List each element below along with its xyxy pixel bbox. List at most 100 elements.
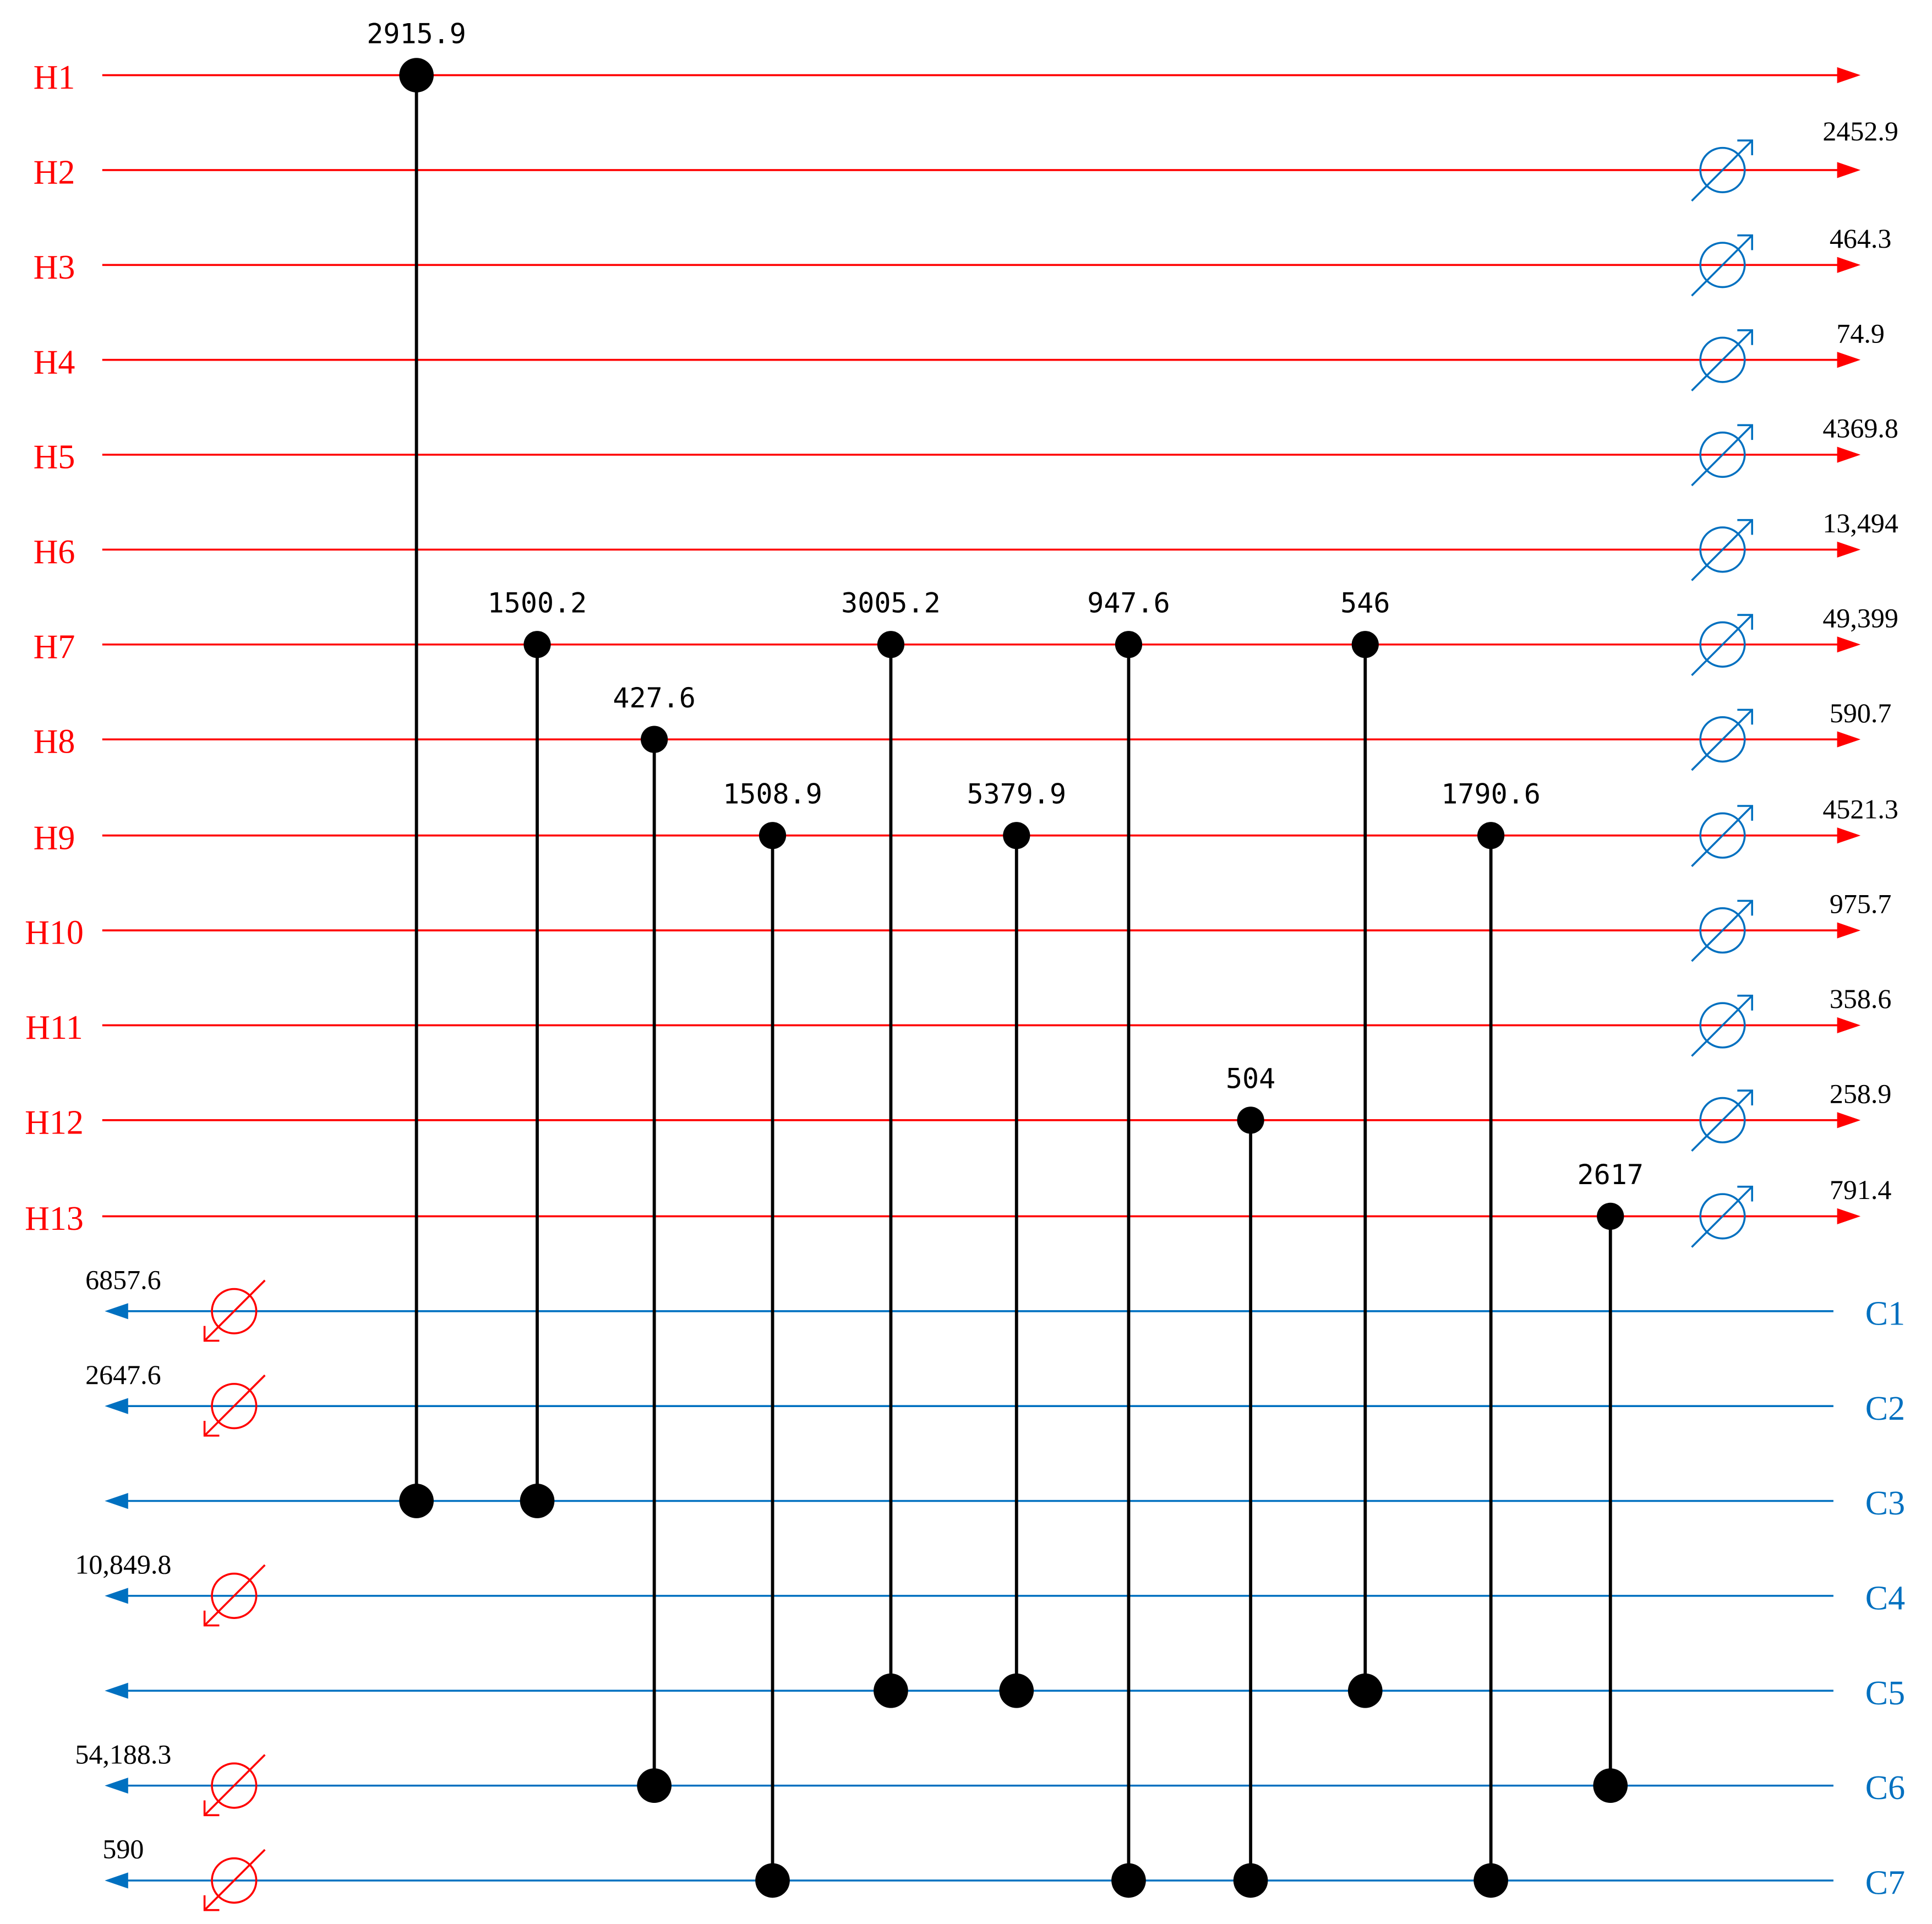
hot-stream-label-h1: H1 <box>34 59 75 96</box>
cooler-icon <box>1691 994 1753 1057</box>
exchanger-node-hot <box>1003 822 1030 849</box>
cooler-icon <box>1691 900 1753 962</box>
exchanger-node-hot <box>1237 1107 1264 1134</box>
exchanger-h7-c5 <box>874 631 908 1708</box>
hot-stream-label-h6: H6 <box>34 533 75 571</box>
exchanger-h1-c3 <box>399 58 434 1518</box>
heater-icon <box>203 1279 266 1342</box>
exchanger-duty-label: 546 <box>1340 587 1390 619</box>
cold-utility-label-c1: 6857.6 <box>85 1264 161 1295</box>
cold-stream-label-c1: C1 <box>1865 1295 1905 1332</box>
exchanger-duty-label: 2617 <box>1578 1159 1644 1191</box>
hot-stream-arrow-h2 <box>1837 162 1861 178</box>
cold-stream-label-c2: C2 <box>1865 1390 1905 1427</box>
cold-stream-arrow-c7 <box>105 1872 128 1889</box>
cooler-icon <box>1691 708 1753 771</box>
exchanger-node-cold <box>1593 1768 1628 1803</box>
heater-icon <box>203 1849 266 1911</box>
exchanger-node-cold <box>1473 1863 1508 1898</box>
exchanger-node-hot <box>1597 1202 1624 1230</box>
heater-icon <box>203 1564 266 1627</box>
cooler-icon <box>1691 139 1753 202</box>
hot-utility-label-h9: 4521.3 <box>1822 793 1898 824</box>
hot-utility-label-h3: 464.3 <box>1830 223 1892 254</box>
cold-stream-arrow-c1 <box>105 1303 128 1320</box>
exchanger-h9-c5 <box>999 822 1034 1708</box>
hot-utility-label-h5: 4369.8 <box>1822 413 1898 444</box>
exchanger-node-cold <box>1347 1673 1383 1708</box>
exchanger-node-hot <box>641 726 668 753</box>
hot-stream-label-h4: H4 <box>34 344 75 381</box>
exchanger-h7-c5 <box>1347 631 1383 1708</box>
cold-stream-label-c3: C3 <box>1865 1485 1905 1522</box>
cold-stream-arrow-c5 <box>105 1682 128 1699</box>
exchanger-duty-label: 504 <box>1226 1063 1275 1095</box>
hot-utility-label-h6: 13,494 <box>1822 508 1898 538</box>
cold-stream-arrow-c4 <box>105 1588 128 1604</box>
exchanger-h9-c7 <box>755 822 790 1898</box>
utility-icons <box>203 139 1753 1911</box>
hot-stream-arrow-h7 <box>1837 636 1861 653</box>
cold-utility-label-c7: 590 <box>102 1834 144 1865</box>
exchanger-node-hot <box>399 58 434 92</box>
cold-utility-label-c2: 2647.6 <box>85 1359 161 1390</box>
hot-stream-label-h7: H7 <box>34 628 75 666</box>
hot-stream-label-h5: H5 <box>34 439 75 476</box>
hot-stream-label-h10: H10 <box>25 914 84 952</box>
hot-stream-label-h13: H13 <box>25 1200 84 1238</box>
exchanger-h12-c7 <box>1233 1107 1268 1898</box>
exchanger-node-hot <box>1115 631 1143 658</box>
cold-stream-arrow-c2 <box>105 1398 128 1414</box>
exchanger-h9-c7 <box>1473 822 1508 1898</box>
hot-stream-arrow-h11 <box>1837 1017 1861 1033</box>
exchanger-duty-label: 5379.9 <box>967 778 1066 810</box>
heater-icon <box>203 1374 266 1437</box>
exchanger-node-cold <box>999 1673 1034 1708</box>
exchanger-node-cold <box>520 1484 555 1518</box>
cooler-icon <box>1691 614 1753 676</box>
hot-utility-label-h7: 49,399 <box>1822 602 1898 633</box>
cold-stream-arrow-c6 <box>105 1778 128 1794</box>
cooler-icon <box>1691 1185 1753 1248</box>
exchanger-node-hot <box>1351 631 1379 658</box>
exchanger-node-hot <box>523 631 551 658</box>
hot-stream-arrow-h9 <box>1837 827 1861 844</box>
heater-icon <box>203 1754 266 1817</box>
exchanger-node-cold <box>637 1768 672 1803</box>
exchanger-node-hot <box>1477 822 1505 849</box>
exchanger-node-cold <box>1111 1863 1146 1898</box>
exchanger-duty-label: 1790.6 <box>1441 778 1541 810</box>
exchanger-h7-c3 <box>520 631 555 1518</box>
exchanger-node-cold <box>755 1863 790 1898</box>
hot-stream-label-h8: H8 <box>34 723 75 761</box>
exchanger-duty-label: 3005.2 <box>841 587 941 619</box>
hot-stream-label-h2: H2 <box>34 154 75 192</box>
exchanger-h8-c6 <box>637 726 672 1803</box>
cooler-icon <box>1691 805 1753 867</box>
exchanger-h7-c7 <box>1111 631 1146 1898</box>
cold-stream-arrow-c3 <box>105 1492 128 1509</box>
exchanger-node-cold <box>874 1673 908 1708</box>
cold-utility-label-c4: 10,849.8 <box>75 1549 171 1580</box>
cold-stream-label-c4: C4 <box>1865 1580 1905 1617</box>
hot-stream-label-h11: H11 <box>25 1009 83 1047</box>
cooler-icon <box>1691 424 1753 487</box>
exchanger-matches <box>399 58 1628 1898</box>
exchanger-duty-label: 1500.2 <box>488 587 587 619</box>
cooler-icon <box>1691 519 1753 581</box>
hot-stream-label-h9: H9 <box>34 819 75 857</box>
hot-stream-arrow-h13 <box>1837 1208 1861 1224</box>
exchanger-duty-label: 947.6 <box>1087 587 1170 619</box>
exchanger-h13-c6 <box>1593 1202 1628 1803</box>
hot-stream-arrow-h5 <box>1837 446 1861 463</box>
exchanger-duty-label: 1508.9 <box>723 778 822 810</box>
hot-stream-arrow-h12 <box>1837 1112 1861 1129</box>
exchanger-duty-label: 2915.9 <box>367 18 466 50</box>
stream-lines <box>102 67 1861 1889</box>
hot-utility-label-h13: 791.4 <box>1830 1174 1892 1205</box>
hot-utility-label-h11: 358.6 <box>1830 983 1892 1014</box>
hot-stream-arrow-h6 <box>1837 541 1861 558</box>
cold-stream-label-c5: C5 <box>1865 1675 1905 1712</box>
text-labels: H1 H2 2452.9 H3 464.3 H4 74.9 H5 4369.8 H6 13,494 H… <box>25 18 1905 1901</box>
